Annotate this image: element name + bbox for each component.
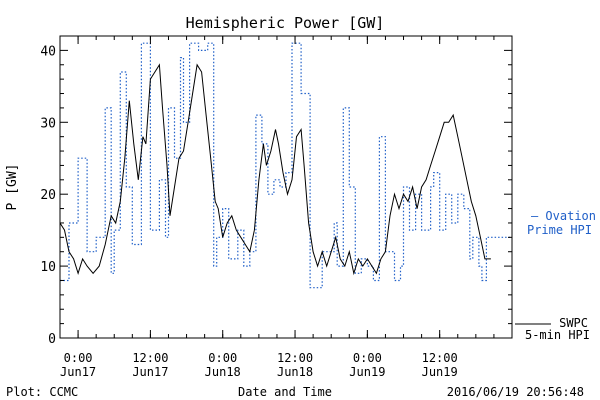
y-tick-label: 40 bbox=[40, 44, 56, 59]
x-tick-time-label: 0:00 bbox=[64, 351, 93, 365]
legend-swpc-label: SWPC bbox=[559, 316, 588, 330]
legend-ovation-label-2: Prime HPI bbox=[527, 223, 592, 237]
x-tick-time-label: 12:00 bbox=[132, 351, 168, 365]
x-axis-label: Date and Time bbox=[238, 385, 332, 399]
ovation-prime-line bbox=[60, 42, 510, 289]
y-axis: 0 10 20 30 40 bbox=[40, 35, 512, 347]
swpc-series bbox=[59, 63, 491, 276]
x-tick-date-label: Jun17 bbox=[60, 365, 96, 379]
x-tick-time-label: 12:00 bbox=[422, 351, 458, 365]
plot-source: Plot: CCMC bbox=[6, 385, 78, 399]
plot-timestamp: 2016/06/19 20:56:48 bbox=[447, 385, 584, 399]
x-tick-date-label: Jun19 bbox=[422, 365, 458, 379]
x-tick-date-label: Jun18 bbox=[277, 365, 313, 379]
x-axis: 0:00Jun1712:00Jun170:00Jun1812:00Jun180:… bbox=[59, 36, 513, 379]
chart-title: Hemispheric Power [GW] bbox=[186, 14, 385, 32]
swpc-hpi-line bbox=[59, 63, 491, 276]
x-tick-time-label: 0:00 bbox=[353, 351, 382, 365]
x-tick-time-label: 12:00 bbox=[277, 351, 313, 365]
x-tick-date-label: Jun19 bbox=[349, 365, 385, 379]
y-tick-label: 30 bbox=[40, 116, 56, 131]
y-axis-label: P [GW] bbox=[5, 164, 20, 211]
y-tick-label: 0 bbox=[48, 332, 56, 347]
legend-swpc-label-2: 5-min HPI bbox=[525, 328, 590, 342]
x-tick-date-label: Jun18 bbox=[205, 365, 241, 379]
x-tick-date-label: Jun17 bbox=[132, 365, 168, 379]
ovation-series bbox=[60, 42, 510, 289]
plot-frame bbox=[59, 35, 513, 339]
legend-ovation-label: — Ovation bbox=[531, 209, 596, 223]
x-tick-time-label: 0:00 bbox=[208, 351, 237, 365]
y-tick-label: 10 bbox=[40, 260, 56, 275]
y-tick-label: 20 bbox=[40, 188, 56, 203]
